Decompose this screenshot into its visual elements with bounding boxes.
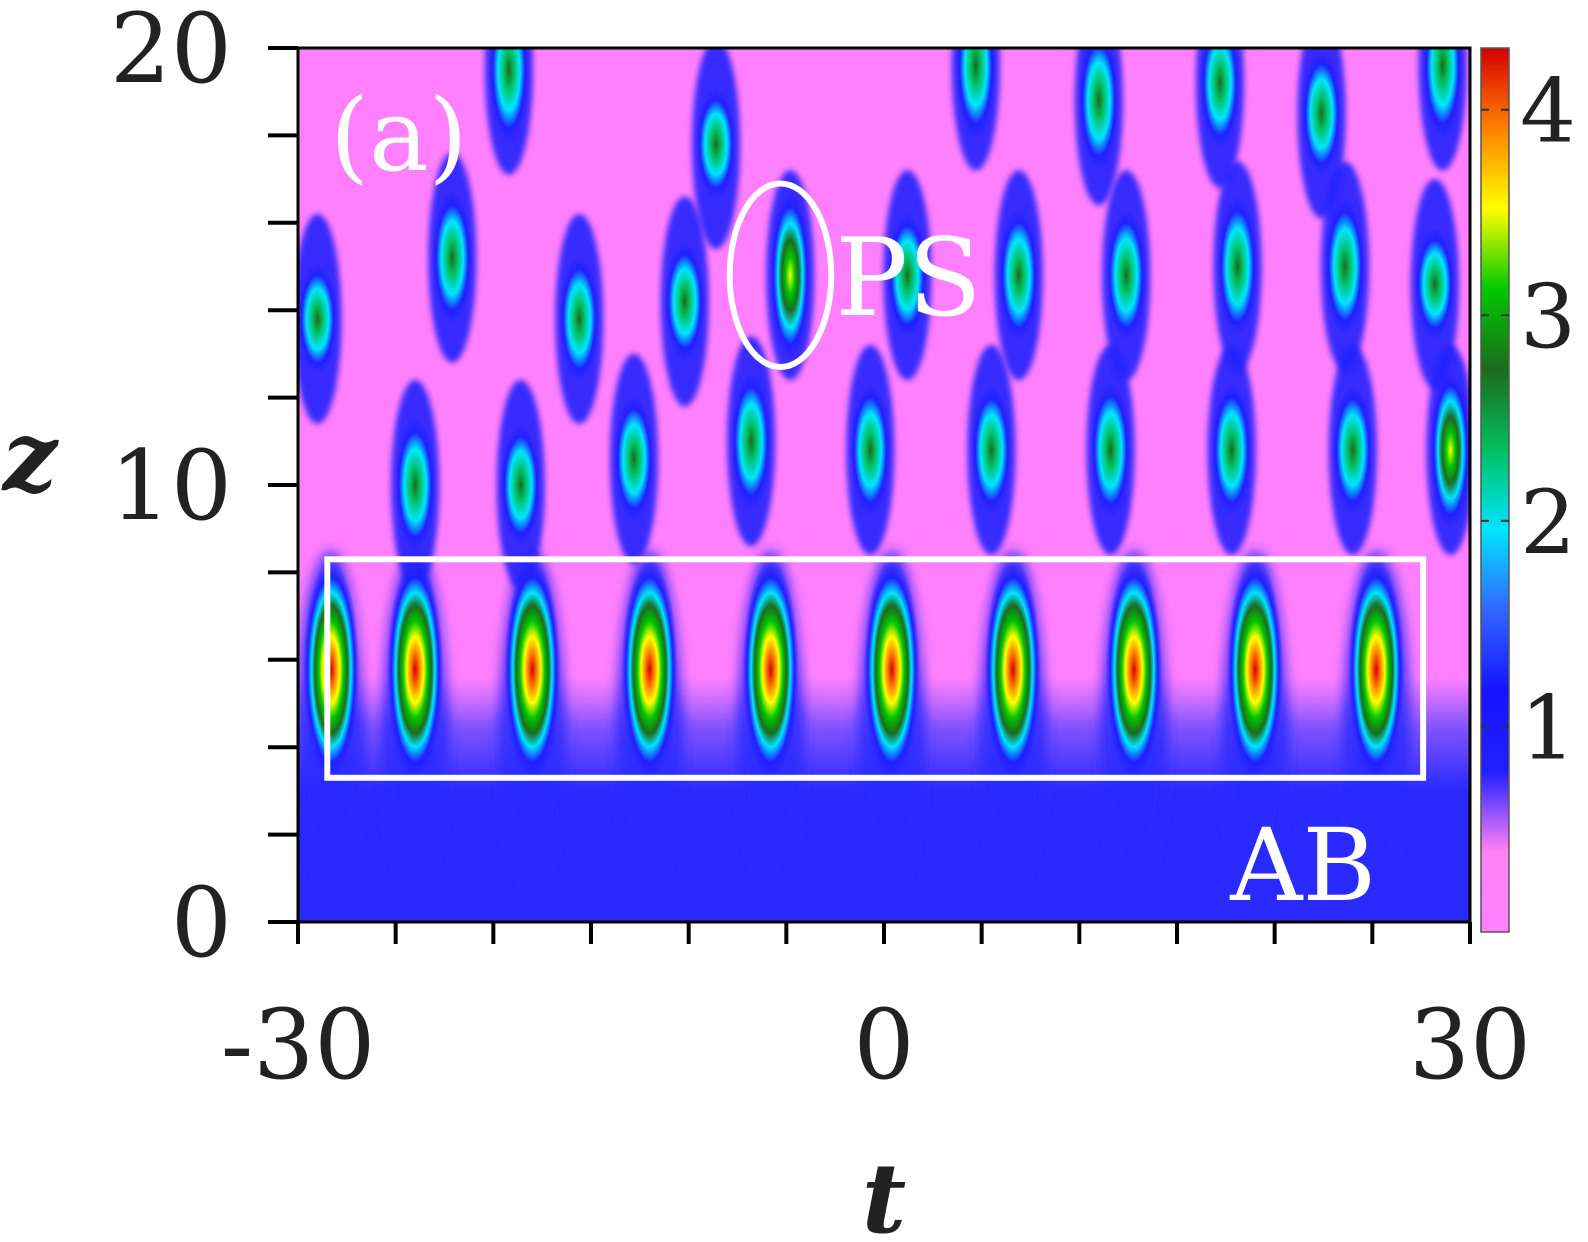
chaotic-peak: [1102, 170, 1151, 381]
chaotic-peak: [1328, 345, 1377, 556]
chaotic-peak: [1410, 178, 1459, 389]
chaotic-peak: [298, 213, 342, 424]
chaotic-peak: [883, 170, 932, 381]
colorbar-fill: [1480, 47, 1510, 933]
ab-peak: [863, 559, 920, 780]
ab-valley: [1018, 529, 1129, 720]
ab-valley: [897, 529, 1008, 720]
annotation-layer: PS AB: [324, 180, 1427, 924]
colorbar-tick-label: 1: [1520, 676, 1576, 779]
x-axis-label: t: [862, 1142, 906, 1242]
panel-label: (a): [330, 77, 468, 194]
colorbar: 1 2 3 4: [1480, 47, 1576, 933]
chaotic-peak: [609, 353, 658, 564]
ab-label: AB: [1229, 807, 1376, 924]
ab-peak: [387, 559, 444, 780]
ab-peak: [1348, 559, 1405, 780]
x-tick-label: 30: [1409, 989, 1531, 1101]
x-tick-label: -30: [221, 989, 376, 1101]
ab-peak: [1227, 559, 1284, 780]
chaotic-peak: [391, 380, 440, 590]
ps-ellipse: [726, 180, 835, 371]
ab-valley: [1260, 529, 1371, 720]
chaotic-peak: [660, 196, 709, 407]
chaotic-peak: [766, 170, 815, 381]
chaotic-peak: [846, 345, 895, 556]
x-tick-label: 0: [853, 989, 914, 1101]
y-tick-label: 20: [110, 0, 232, 105]
x-ticks: -30 0 30: [221, 922, 1531, 1101]
ab-valley: [1139, 529, 1250, 720]
y-axis-label: z: [1, 400, 60, 513]
chaotic-peak: [951, 48, 1000, 171]
ab-valley: [655, 529, 766, 720]
ab-rectangle: [324, 556, 1427, 781]
ab-peak: [303, 559, 360, 780]
chaotic-peak: [1074, 48, 1123, 206]
chaotic-peak: [1213, 161, 1262, 372]
chaotic-peak: [555, 213, 604, 424]
ab-peak: [621, 559, 678, 780]
chaotic-peak: [1297, 48, 1346, 219]
chaotic-peak: [1426, 345, 1470, 556]
chaotic-peak: [484, 48, 533, 175]
y-tick-label: 10: [110, 430, 232, 542]
plot-area: [298, 48, 1470, 922]
colorbar-tick-label: 4: [1520, 60, 1576, 163]
ps-label: PS: [835, 216, 982, 341]
chaotic-peak: [994, 170, 1043, 381]
chaotic-peak: [1320, 161, 1369, 372]
chaotic-peak: [967, 345, 1016, 556]
ab-valley: [776, 529, 887, 720]
chaotic-peak: [1195, 48, 1244, 188]
chaotic-peak: [1207, 345, 1256, 556]
ab-peak: [984, 559, 1041, 780]
chaotic-peaks-layer: [298, 48, 1470, 590]
colorbar-ticks: 1 2 3 4: [1481, 60, 1576, 779]
colorbar-tick-label: 3: [1520, 265, 1576, 368]
colorbar-tick-label: 2: [1520, 471, 1576, 574]
ab-peak: [504, 559, 561, 780]
y-tick-label: 0: [171, 867, 232, 979]
chaotic-peak: [1086, 345, 1135, 556]
chaotic-peak: [727, 336, 776, 547]
ab-peaks-layer: [303, 559, 1405, 780]
chaotic-peak: [1418, 48, 1467, 171]
chaotic-peak: [496, 380, 545, 590]
ab-peak: [742, 559, 799, 780]
y-ticks: 0 10 20: [110, 0, 298, 979]
chaotic-peak: [692, 48, 741, 250]
chaotic-peak: [428, 152, 477, 363]
ab-peak: [1106, 559, 1163, 780]
